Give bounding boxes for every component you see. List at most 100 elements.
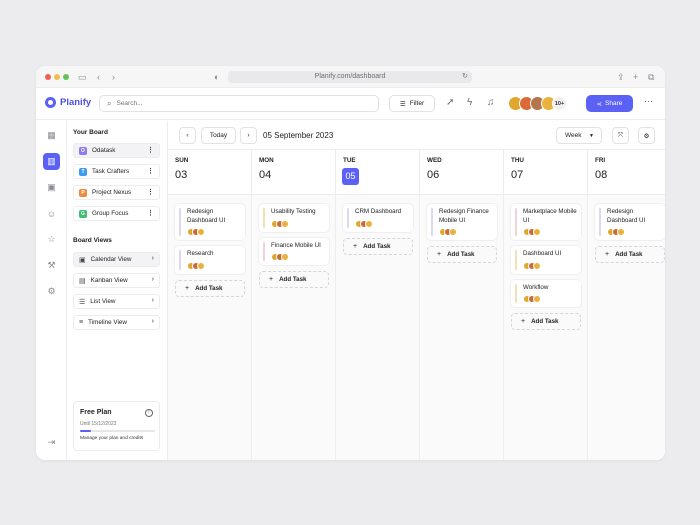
calendar-icon[interactable]: ▣ bbox=[47, 182, 56, 192]
share-icon[interactable]: ⇪ bbox=[617, 72, 625, 82]
view-range-select[interactable]: Week ▼ bbox=[556, 127, 602, 144]
task-assignees[interactable] bbox=[271, 219, 325, 228]
tools-icon[interactable]: ⚒ bbox=[47, 260, 56, 270]
add-task-button[interactable]: + Add Task bbox=[175, 279, 245, 297]
minimize-window-button[interactable] bbox=[54, 74, 60, 80]
tabs-icon[interactable]: ⧉ bbox=[648, 72, 655, 82]
more-members-badge[interactable]: 10+ bbox=[552, 96, 567, 111]
add-task-button[interactable]: + Add Task bbox=[259, 271, 329, 288]
task-assignees[interactable] bbox=[607, 228, 661, 236]
maximize-window-button[interactable] bbox=[63, 74, 69, 80]
board-menu-icon[interactable]: ⋮ bbox=[147, 168, 154, 175]
task-card[interactable]: Dashboard UI bbox=[511, 246, 581, 274]
rocket-icon[interactable]: ➚ bbox=[446, 97, 455, 108]
plan-progress-fill bbox=[80, 430, 92, 432]
collapse-icon: ⤧ bbox=[617, 131, 624, 139]
task-list: Usability Testing Finance Mobile UI + Add T… bbox=[259, 204, 329, 288]
address-bar[interactable]: Planify.com/dashboard ↻ bbox=[228, 71, 472, 83]
browser-window: ▭ ‹ › ◐ Planify.com/dashboard ↻ ⇪ + ⧉ Pl… bbox=[36, 66, 665, 460]
task-assignees[interactable] bbox=[187, 261, 241, 270]
task-color-stripe bbox=[599, 208, 601, 236]
task-assignees[interactable] bbox=[271, 253, 325, 261]
next-week-button[interactable]: › bbox=[240, 127, 257, 144]
day-number[interactable]: 04 bbox=[259, 169, 272, 181]
task-assignees[interactable] bbox=[523, 228, 577, 236]
add-task-button[interactable]: + Add Task bbox=[427, 246, 497, 263]
privacy-icon[interactable]: ◐ bbox=[214, 72, 220, 82]
task-card[interactable]: Redesign Finance Mobile UI bbox=[427, 204, 497, 240]
board-item-task-crafters[interactable]: T Task Crafters ⋮ bbox=[73, 164, 160, 179]
task-assignees[interactable] bbox=[355, 219, 409, 228]
add-task-button[interactable]: + Add Task bbox=[511, 313, 581, 330]
task-card[interactable]: CRM Dashboard bbox=[343, 204, 413, 232]
search-input[interactable] bbox=[116, 100, 337, 107]
task-color-stripe bbox=[431, 208, 433, 236]
sidebar-toggle-icon[interactable]: ▭ bbox=[78, 72, 87, 82]
board-menu-icon[interactable]: ⋮ bbox=[147, 210, 154, 217]
board-item-odatask[interactable]: O Odatask ⋮ bbox=[73, 143, 160, 158]
new-tab-icon[interactable]: + bbox=[633, 72, 639, 82]
task-list: Redesign Finance Mobile UI + Add Task bbox=[427, 204, 497, 263]
view-item-calendar[interactable]: ▣ Calendar View › bbox=[73, 252, 160, 267]
prev-week-button[interactable]: ‹ bbox=[179, 127, 196, 144]
collapse-button[interactable]: ⤧ bbox=[612, 127, 629, 144]
add-task-button[interactable]: + Add Task bbox=[343, 237, 413, 255]
day-number-today[interactable]: 05 bbox=[342, 168, 359, 185]
calendar-settings-button[interactable]: ⚙ bbox=[638, 127, 655, 144]
settings-icon[interactable]: ⚙ bbox=[47, 286, 56, 296]
today-button[interactable]: Today bbox=[201, 127, 236, 144]
dashboard-grid-icon[interactable]: ▦ bbox=[47, 130, 56, 140]
board-item-group-focus[interactable]: G Group Focus ⋮ bbox=[73, 206, 160, 221]
task-assignees[interactable] bbox=[523, 295, 577, 303]
task-card[interactable]: Usability Testing bbox=[259, 204, 329, 232]
board-menu-icon[interactable]: ⋮ bbox=[147, 147, 154, 154]
task-card[interactable]: Research bbox=[175, 246, 245, 274]
day-number[interactable]: 07 bbox=[511, 169, 524, 181]
avatar bbox=[533, 228, 541, 236]
bell-icon[interactable]: ♫ bbox=[487, 97, 495, 108]
task-title: Workflow bbox=[523, 283, 549, 291]
task-color-stripe bbox=[515, 208, 517, 236]
logout-icon[interactable]: ⇥ bbox=[47, 437, 56, 447]
share-button[interactable]: ⋖ Share bbox=[586, 95, 633, 112]
close-window-button[interactable] bbox=[45, 74, 51, 80]
day-number[interactable]: 08 bbox=[595, 169, 608, 181]
avatar bbox=[197, 261, 205, 270]
board-menu-icon[interactable]: ⋮ bbox=[147, 189, 154, 196]
task-card[interactable]: Redesign Dashboard UI bbox=[175, 204, 245, 240]
app-logo[interactable]: Planify bbox=[45, 97, 91, 108]
task-card[interactable]: Workflow bbox=[511, 279, 581, 307]
forward-icon[interactable]: › bbox=[112, 72, 115, 82]
search-box[interactable]: ⌕ bbox=[99, 95, 379, 112]
task-assignees[interactable] bbox=[187, 228, 241, 236]
back-icon[interactable]: ‹ bbox=[97, 72, 100, 82]
board-columns-icon[interactable]: ▥ bbox=[43, 153, 60, 170]
view-label: Kanban View bbox=[90, 277, 128, 284]
view-item-kanban[interactable]: ▤ Kanban View › bbox=[73, 273, 160, 288]
task-card[interactable]: Finance Mobile UI bbox=[259, 237, 329, 265]
list-icon: ☰ bbox=[79, 298, 86, 306]
day-header: SUN 03 bbox=[168, 150, 251, 195]
task-assignees[interactable] bbox=[523, 261, 577, 270]
view-item-list[interactable]: ☰ List View › bbox=[73, 294, 160, 309]
filter-button[interactable]: ☰ Filter bbox=[389, 95, 435, 112]
board-item-project-nexus[interactable]: P Project Nexus ⋮ bbox=[73, 185, 160, 200]
filter-label: Filter bbox=[409, 100, 425, 107]
reload-icon[interactable]: ↻ bbox=[462, 73, 468, 80]
add-task-button[interactable]: + Add Task bbox=[595, 246, 665, 263]
task-color-stripe bbox=[179, 250, 181, 270]
task-assignees[interactable] bbox=[439, 228, 493, 236]
info-icon[interactable]: ! bbox=[145, 409, 153, 417]
task-card[interactable]: Redesign Dashboard UI bbox=[595, 204, 665, 240]
view-item-timeline[interactable]: ≡ Timeline View › bbox=[73, 315, 160, 330]
user-icon[interactable]: ☺ bbox=[46, 208, 57, 219]
lightning-icon[interactable]: ϟ bbox=[467, 97, 473, 108]
star-icon[interactable]: ☆ bbox=[47, 234, 56, 244]
day-number[interactable]: 03 bbox=[175, 169, 188, 181]
task-card[interactable]: Marketplace Mobile UI bbox=[511, 204, 581, 240]
board-badge: O bbox=[79, 146, 87, 155]
team-members[interactable]: 10+ bbox=[508, 96, 567, 111]
day-number[interactable]: 06 bbox=[427, 169, 440, 181]
more-options-icon[interactable]: ⋯ bbox=[644, 96, 653, 106]
manage-plan-link[interactable]: Manage your plan and credits bbox=[80, 436, 144, 441]
